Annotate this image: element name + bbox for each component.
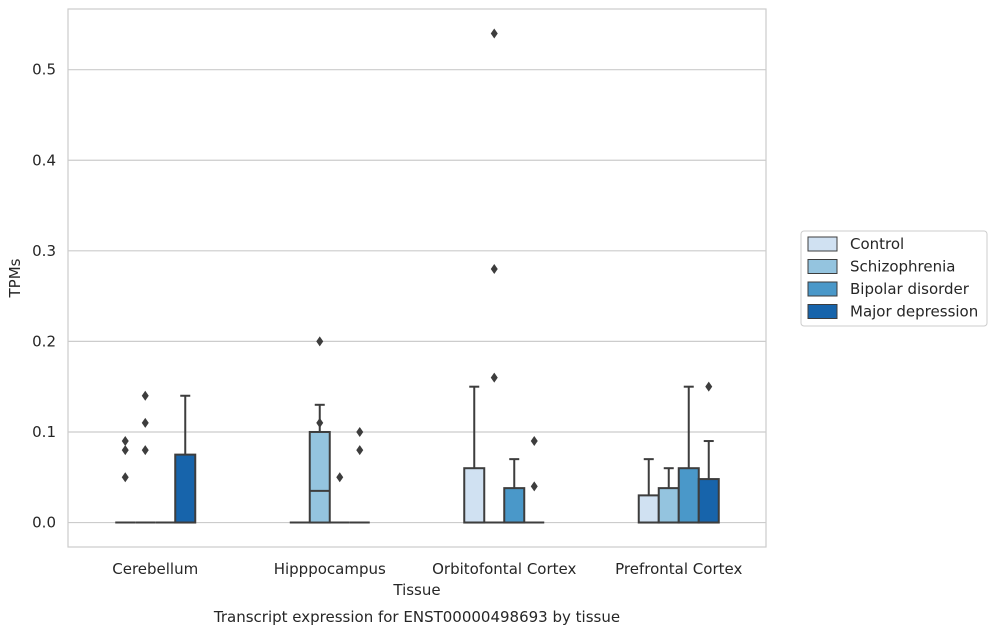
outlier-point bbox=[316, 417, 324, 428]
outlier-point bbox=[121, 436, 129, 447]
box-group bbox=[308, 336, 331, 524]
y-tick-label: 0.1 bbox=[32, 423, 56, 441]
outlier-point bbox=[530, 481, 538, 492]
box bbox=[677, 467, 700, 524]
box bbox=[174, 453, 197, 524]
box-group bbox=[484, 28, 505, 524]
box-group bbox=[697, 381, 720, 524]
box-group bbox=[524, 436, 545, 524]
box-group bbox=[174, 394, 197, 524]
legend-label: Bipolar disorder bbox=[850, 280, 970, 298]
x-axis-label: Tissue bbox=[392, 581, 440, 599]
legend-label: Control bbox=[850, 235, 904, 253]
y-tick-label: 0.2 bbox=[32, 332, 56, 350]
plot-area bbox=[67, 8, 767, 548]
box-group bbox=[349, 426, 370, 524]
outlier-point bbox=[141, 417, 149, 428]
x-axis-ticks: Cerebellum Hipppocampus Orbitofontal Corte… bbox=[112, 560, 742, 578]
legend-swatch bbox=[807, 236, 838, 252]
y-axis-label: TPMs bbox=[6, 258, 24, 298]
outlier-point bbox=[316, 336, 324, 347]
box bbox=[697, 478, 720, 524]
x-tick-label: Prefrontal Cortex bbox=[615, 560, 742, 578]
box-group bbox=[637, 458, 660, 524]
chart-caption: Transcript expression for ENST0000049869… bbox=[213, 608, 620, 626]
box-group bbox=[135, 390, 156, 524]
y-tick-label: 0.3 bbox=[32, 242, 56, 260]
legend-label: Schizophrenia bbox=[850, 258, 955, 276]
outlier-point bbox=[336, 472, 344, 483]
legend: Control Schizophrenia Bipolar disorder Majo… bbox=[800, 230, 988, 327]
box-group bbox=[677, 385, 700, 524]
y-tick-label: 0.4 bbox=[32, 151, 56, 169]
y-axis-ticks: 0.0 0.1 0.2 0.3 0.4 0.5 bbox=[32, 61, 56, 532]
legend-swatch bbox=[807, 281, 838, 297]
box bbox=[308, 430, 331, 524]
outlier-point bbox=[530, 436, 538, 447]
x-tick-label: Hipppocampus bbox=[274, 560, 386, 578]
outlier-point bbox=[141, 445, 149, 456]
outlier-point bbox=[490, 263, 498, 274]
y-tick-label: 0.0 bbox=[32, 514, 56, 532]
box bbox=[657, 487, 680, 524]
box-group bbox=[115, 436, 136, 524]
outlier-point bbox=[490, 28, 498, 39]
box bbox=[637, 494, 660, 524]
box bbox=[463, 467, 486, 524]
outlier-point bbox=[356, 445, 364, 456]
outlier-point bbox=[141, 390, 149, 401]
x-tick-label: Orbitofontal Cortex bbox=[432, 560, 576, 578]
y-tick-label: 0.5 bbox=[32, 61, 56, 79]
box-group bbox=[503, 458, 526, 524]
outlier-point bbox=[705, 381, 713, 392]
outlier-point bbox=[121, 445, 129, 456]
outlier-point bbox=[356, 426, 364, 437]
outlier-point bbox=[490, 372, 498, 383]
legend-swatch bbox=[807, 259, 838, 274]
legend-label: Major depression bbox=[850, 303, 978, 321]
grid-lines bbox=[68, 69, 766, 524]
outlier-point bbox=[121, 472, 129, 483]
box-plots bbox=[115, 28, 720, 524]
box bbox=[503, 487, 526, 524]
legend-frame bbox=[800, 230, 988, 327]
box-group bbox=[657, 467, 680, 524]
legend-swatch bbox=[807, 304, 838, 319]
box-group bbox=[329, 472, 350, 524]
box-group bbox=[463, 385, 486, 524]
x-tick-label: Cerebellum bbox=[112, 560, 198, 578]
